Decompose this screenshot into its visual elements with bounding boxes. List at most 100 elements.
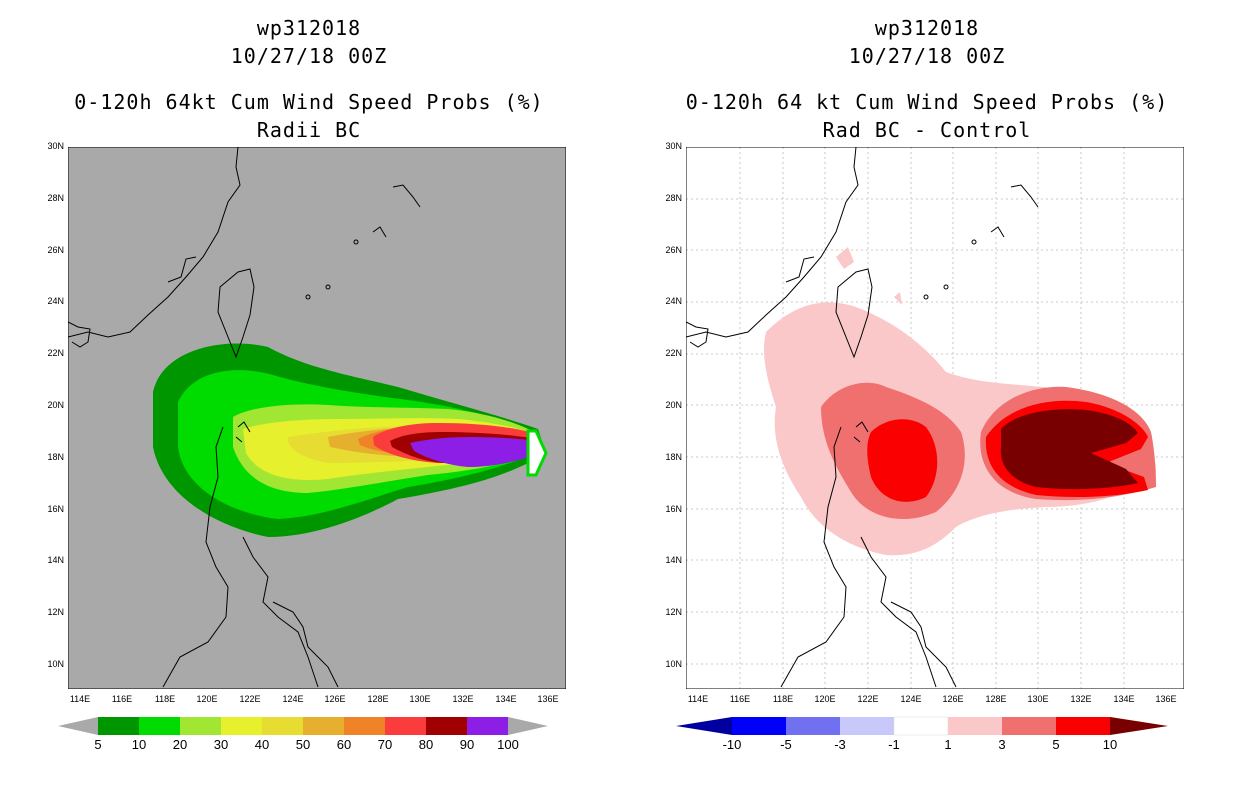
colorbar-label: 3 — [998, 737, 1006, 752]
colorbar-swatch — [467, 717, 508, 735]
colorbar-label: 20 — [172, 737, 188, 752]
contour-plus-10 — [1000, 409, 1138, 490]
colorbar-low-arrow — [58, 717, 98, 735]
lat-label: 16N — [665, 504, 682, 514]
lon-label: 124E — [282, 694, 304, 704]
colorbar-low-arrow — [676, 717, 732, 735]
lon-label: 134E — [1113, 694, 1135, 704]
colorbar-label: 80 — [418, 737, 434, 752]
colorbar-high-arrow — [508, 717, 548, 735]
right-colorbar — [676, 716, 1168, 736]
right-map — [686, 147, 1184, 689]
lat-label: 24N — [47, 296, 64, 306]
track-tip — [526, 429, 548, 477]
lat-label: 10N — [665, 659, 682, 669]
lon-label: 116E — [729, 694, 751, 704]
colorbar-label: 60 — [336, 737, 352, 752]
lat-label: 24N — [665, 296, 682, 306]
colorbar-label: 90 — [459, 737, 475, 752]
difference-contours — [764, 247, 1156, 556]
lat-label: 16N — [47, 504, 64, 514]
lat-label: 30N — [47, 141, 64, 151]
lon-label: 128E — [367, 694, 389, 704]
colorbar-swatch — [732, 717, 786, 735]
lon-label: 114E — [69, 694, 91, 704]
lon-label: 122E — [239, 694, 261, 704]
colorbar-swatch — [840, 717, 894, 735]
right-title: 0-120h 64 kt Cum Wind Speed Probs (%) — [685, 90, 1169, 114]
colorbar-swatch — [98, 717, 139, 735]
lon-label: 124E — [900, 694, 922, 704]
lat-label: 26N — [665, 245, 682, 255]
lon-label: 126E — [324, 694, 346, 704]
lat-label: 18N — [665, 452, 682, 462]
lon-label: 130E — [1027, 694, 1049, 704]
colorbar-label: 1 — [944, 737, 952, 752]
colorbar-label: -1 — [888, 737, 900, 752]
left-storm-id: wp312018 — [256, 16, 362, 40]
lat-label: 10N — [47, 659, 64, 669]
lon-label: 134E — [495, 694, 517, 704]
colorbar-swatch — [786, 717, 840, 735]
colorbar-label: -3 — [834, 737, 846, 752]
colorbar-swatch — [262, 717, 303, 735]
left-panel: wp312018 10/27/18 00Z 0-120h 64kt Cum Wi… — [47, 16, 566, 752]
colorbar-swatch — [1056, 717, 1110, 735]
lat-label: 20N — [665, 400, 682, 410]
lon-label: 132E — [1070, 694, 1092, 704]
colorbar-label: 100 — [497, 737, 519, 752]
colorbar-swatch — [1002, 717, 1056, 735]
colorbar-label: 5 — [1052, 737, 1060, 752]
coastlines — [686, 147, 1039, 688]
colorbar-label: 40 — [254, 737, 270, 752]
colorbar-swatch — [180, 717, 221, 735]
colorbar-high-arrow — [1110, 717, 1168, 735]
lat-label: 28N — [665, 193, 682, 203]
lon-label: 132E — [452, 694, 474, 704]
lon-label: 136E — [1155, 694, 1177, 704]
lon-label: 114E — [687, 694, 709, 704]
contour-plus-5 — [867, 419, 938, 502]
colorbar-swatch — [893, 716, 949, 736]
lat-label: 26N — [47, 245, 64, 255]
lon-label: 120E — [196, 694, 218, 704]
contour-plus-1-small — [894, 292, 902, 305]
right-subtitle: Rad BC - Control — [822, 118, 1032, 142]
right-datetime: 10/27/18 00Z — [848, 44, 1006, 68]
lon-label: 128E — [985, 694, 1007, 704]
lat-label: 18N — [47, 452, 64, 462]
contour-100 — [410, 437, 544, 467]
lat-label: 20N — [47, 400, 64, 410]
right-storm-id: wp312018 — [874, 16, 980, 40]
colorbar-label: 30 — [213, 737, 229, 752]
colorbar-swatch — [948, 717, 1002, 735]
coastlines — [68, 147, 421, 688]
left-subtitle: Radii BC — [256, 118, 362, 142]
colorbar-label: 50 — [295, 737, 311, 752]
lon-label: 118E — [154, 694, 176, 704]
left-title: 0-120h 64kt Cum Wind Speed Probs (%) — [74, 90, 544, 114]
colorbar-swatch — [385, 717, 426, 735]
colorbar-label: 5 — [94, 737, 102, 752]
colorbar-swatch — [221, 717, 262, 735]
colorbar-label: 10 — [131, 737, 147, 752]
probability-contours — [153, 343, 548, 537]
lon-label: 122E — [857, 694, 879, 704]
lon-label: 130E — [409, 694, 431, 704]
lat-label: 12N — [47, 607, 64, 617]
colorbar-swatch — [303, 717, 344, 735]
colorbar-label: 10 — [1102, 737, 1118, 752]
left-map — [68, 147, 566, 689]
lat-label: 22N — [665, 348, 682, 358]
colorbar-swatch — [139, 717, 180, 735]
lat-label: 28N — [47, 193, 64, 203]
lat-label: 22N — [47, 348, 64, 358]
lon-label: 116E — [111, 694, 133, 704]
lat-label: 30N — [665, 141, 682, 151]
lat-label: 14N — [665, 555, 682, 565]
colorbar-label: -10 — [722, 737, 742, 752]
left-datetime: 10/27/18 00Z — [230, 44, 388, 68]
contour-plus-1-small — [836, 247, 854, 269]
colorbar-label: 70 — [377, 737, 393, 752]
colorbar-swatch — [344, 717, 385, 735]
